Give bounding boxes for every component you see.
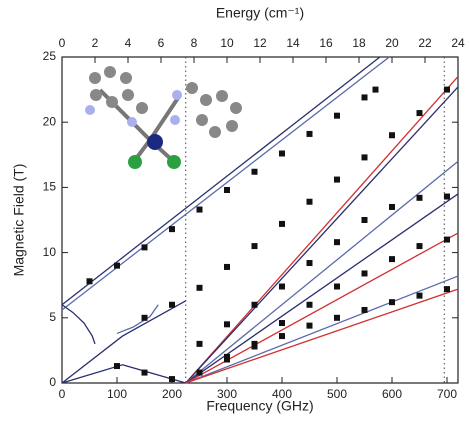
simulation-line [186,77,458,383]
data-point [279,320,285,326]
data-point [169,302,175,308]
data-point [224,321,230,327]
data-point [389,204,395,210]
simulation-line [186,161,458,383]
simulation-line [62,365,186,383]
data-point [307,302,313,308]
data-point [224,264,230,270]
data-point [444,194,450,200]
data-point [362,94,368,100]
data-point [334,177,340,183]
simulation-line [62,301,186,383]
x2-tick-label: 2 [92,36,99,50]
x-tick-label: 200 [162,387,182,401]
x2-tick-label: 14 [286,36,300,50]
data-point [389,256,395,262]
data-point [373,87,379,93]
x2-tick-label: 12 [253,36,267,50]
simulation-line [62,305,95,344]
simulation-line [186,276,458,383]
data-point [169,376,175,382]
x-tick-label: 300 [217,387,237,401]
data-point [252,169,258,175]
data-point [417,243,423,249]
data-point [279,284,285,290]
data-point [362,217,368,223]
chart: Frequency (GHz) Energy (cm⁻¹) Magnetic F… [0,0,470,434]
x2-tick-label: 6 [158,36,165,50]
y-tick-label: 15 [43,180,57,194]
x-tick-label: 100 [107,387,127,401]
data-point [169,226,175,232]
data-point [87,278,93,284]
data-point [334,239,340,245]
data-point [279,333,285,339]
y-tick-label: 0 [49,375,56,389]
data-point [252,302,258,308]
y-axis-title: Magnetic Field (T) [11,164,27,277]
data-point [114,363,120,369]
simulation-line [186,87,458,383]
data-point [444,237,450,243]
data-point [279,221,285,227]
x-tick-label: 600 [382,387,402,401]
data-point [252,343,258,349]
data-point [389,132,395,138]
data-point [334,113,340,119]
x-tick-label: 400 [272,387,292,401]
data-point [197,207,203,213]
y-tick-label: 10 [43,245,57,259]
x-tick-label: 700 [437,387,457,401]
y-tick-label: 25 [43,49,57,63]
x2-tick-label: 4 [125,36,132,50]
data-point [307,260,313,266]
data-point [334,284,340,290]
plot-frame [62,57,458,383]
data-point [334,315,340,321]
data-point [307,199,313,205]
data-point [252,243,258,249]
data-point [142,244,148,250]
data-point [197,341,203,347]
x2-tick-label: 16 [319,36,333,50]
x2-tick-label: 8 [191,36,198,50]
molecule-inset [85,66,242,169]
data-point [142,315,148,321]
data-point [417,110,423,116]
x-tick-label: 0 [59,387,66,401]
y-tick-label: 20 [43,114,57,128]
data-point [362,154,368,160]
data-point [307,131,313,137]
data-point [362,270,368,276]
data-point [444,286,450,292]
data-point [224,357,230,363]
x2-tick-label: 20 [385,36,399,50]
data-point [444,87,450,93]
data-point [197,370,203,376]
data-point [307,323,313,329]
data-point [224,187,230,193]
data-point [142,370,148,376]
data-point [114,263,120,269]
data-point [197,285,203,291]
data-point [362,307,368,313]
data-point [389,299,395,305]
x2-tick-label: 22 [418,36,432,50]
x2-tick-label: 0 [59,36,66,50]
x2-tick-label: 18 [352,36,366,50]
data-point [279,150,285,156]
data-point [417,293,423,299]
x2-axis-title: Energy (cm⁻¹) [216,5,304,21]
data-point [417,195,423,201]
x2-tick-label: 24 [451,36,465,50]
x-tick-label: 500 [327,387,347,401]
y-tick-label: 5 [49,310,56,324]
x2-tick-label: 10 [220,36,234,50]
